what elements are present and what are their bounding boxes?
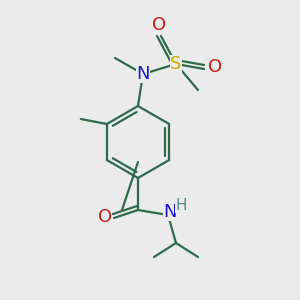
Text: O: O [98, 208, 112, 226]
Text: S: S [170, 55, 182, 73]
Text: O: O [208, 58, 222, 76]
Text: O: O [152, 16, 166, 34]
Text: H: H [175, 197, 187, 212]
Text: N: N [163, 203, 177, 221]
Text: N: N [136, 65, 150, 83]
